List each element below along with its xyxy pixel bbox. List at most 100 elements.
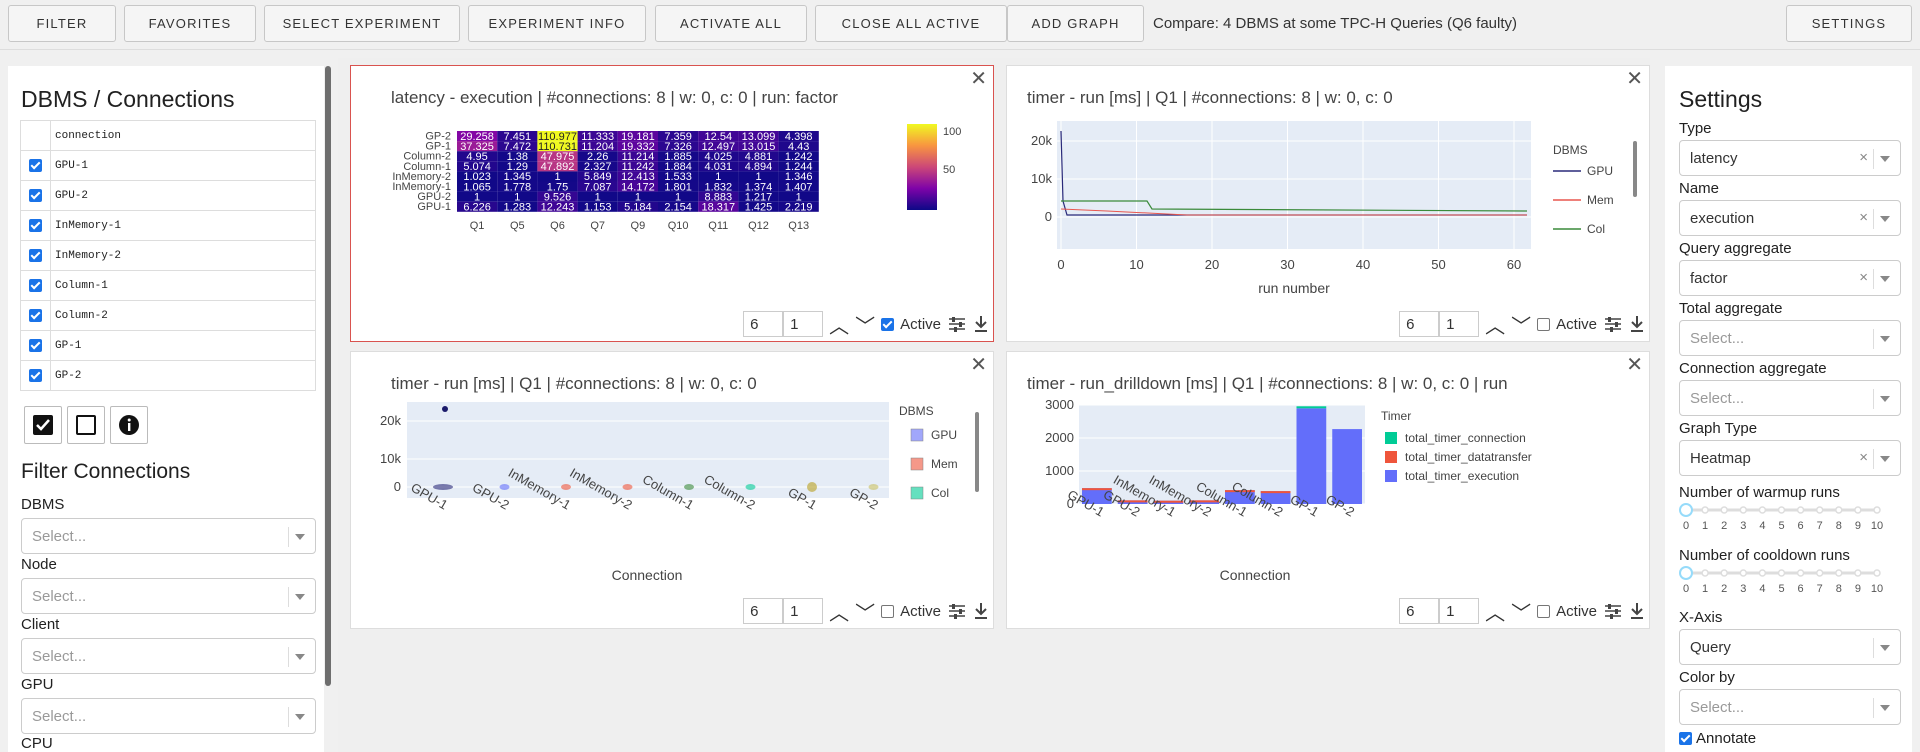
select-experiment-button[interactable]: SELECT EXPERIMENT (264, 5, 460, 42)
graph-panel-heatmap[interactable]: latency - execution | #connections: 8 | … (350, 65, 994, 342)
setting-select[interactable]: factor × (1679, 260, 1901, 296)
connection-name: Column-1 (50, 270, 316, 301)
download-icon[interactable] (973, 315, 989, 333)
graph-height-input[interactable]: 1 (783, 311, 824, 337)
graph-width-input[interactable]: 6 (1399, 311, 1440, 337)
filter-button[interactable]: FILTER (8, 5, 116, 42)
left-panel-scrollbar[interactable] (325, 66, 331, 686)
annotate-checkbox[interactable] (1679, 732, 1692, 745)
node-select[interactable]: Select... (21, 578, 316, 614)
table-row[interactable]: Column-2 (20, 300, 316, 331)
clear-icon[interactable]: × (1859, 209, 1868, 226)
clear-icon[interactable]: × (1859, 269, 1868, 286)
colorby-select[interactable]: Select... (1679, 689, 1901, 725)
info-button[interactable] (110, 406, 148, 444)
gpu-select[interactable]: Select... (21, 698, 316, 734)
heatmap-cell (617, 141, 658, 152)
slider-tick-label: 3 (1740, 520, 1746, 532)
table-row[interactable]: GPU-1 (20, 150, 316, 181)
table-row[interactable]: GPU-2 (20, 180, 316, 211)
heatmap-cell-label: 1.832 (705, 181, 733, 193)
move-up-icon[interactable]: ︿ (829, 602, 850, 625)
graph-height-input[interactable]: 1 (783, 598, 824, 624)
move-up-icon[interactable]: ︿ (1485, 602, 1506, 625)
move-down-icon[interactable]: ﹀ (855, 315, 876, 338)
table-row[interactable]: InMemory-2 (20, 240, 316, 271)
setting-select[interactable]: Heatmap × (1679, 440, 1901, 476)
graph-panel-bar[interactable]: timer - run_drilldown [ms] | Q1 | #conne… (1006, 351, 1650, 629)
close-icon[interactable]: ✕ (1626, 68, 1643, 90)
graph-width-input[interactable]: 6 (743, 598, 784, 624)
heatmap-cell (617, 131, 658, 142)
table-row[interactable]: InMemory-1 (20, 210, 316, 241)
download-icon[interactable] (1629, 602, 1645, 620)
settings-sliders-icon[interactable] (947, 602, 967, 620)
row-checkbox[interactable] (29, 248, 42, 262)
active-checkbox[interactable] (1537, 317, 1551, 331)
active-checkbox[interactable] (1537, 604, 1551, 618)
graph-height-input[interactable]: 1 (1439, 311, 1480, 337)
table-row[interactable]: Column-1 (20, 270, 316, 301)
download-icon[interactable] (1629, 315, 1645, 333)
select-all-button[interactable] (24, 406, 62, 444)
close-icon[interactable]: ✕ (970, 68, 987, 90)
close-icon[interactable]: ✕ (1626, 354, 1643, 376)
slider-tick (1758, 569, 1767, 577)
close-all-active-button[interactable]: CLOSE ALL ACTIVE (815, 5, 1007, 42)
setting-select[interactable]: Select... (1679, 380, 1901, 416)
active-checkbox[interactable] (881, 604, 895, 618)
activate-all-button[interactable]: ACTIVATE ALL (655, 5, 807, 42)
setting-select[interactable]: execution × (1679, 200, 1901, 236)
favorites-button[interactable]: FAVORITES (124, 5, 256, 42)
table-row[interactable]: GP-1 (20, 330, 316, 361)
move-up-icon[interactable]: ︿ (829, 315, 850, 338)
move-down-icon[interactable]: ﹀ (1511, 602, 1532, 625)
row-checkbox[interactable] (29, 188, 42, 202)
setting-select[interactable]: Select... (1679, 320, 1901, 356)
annotate-option[interactable]: Annotate (1679, 730, 1756, 747)
add-graph-button[interactable]: ADD GRAPH (1007, 5, 1144, 42)
warmup-slider[interactable]: 0 1 2 3 4 5 6 7 8 9 10 (1679, 502, 1899, 534)
close-icon[interactable]: ✕ (970, 354, 987, 376)
heatmap-cell (738, 141, 779, 152)
cooldown-slider[interactable]: 0 1 2 3 4 5 6 7 8 9 10 (1679, 565, 1899, 597)
graph-height-input[interactable]: 1 (1439, 598, 1480, 624)
settings-sliders-icon[interactable] (1603, 315, 1623, 333)
filter-connections-heading: Filter Connections (21, 460, 191, 483)
row-checkbox[interactable] (29, 278, 42, 292)
row-checkbox[interactable] (29, 218, 42, 232)
row-checkbox[interactable] (29, 308, 42, 322)
heatmap-cell-label: 5.184 (624, 202, 652, 214)
active-checkbox[interactable] (881, 317, 895, 331)
row-checkbox[interactable] (29, 158, 42, 172)
row-checkbox[interactable] (29, 368, 42, 382)
heatmap-cell-label: 1 (595, 191, 601, 203)
graph-panel-line[interactable]: timer - run [ms] | Q1 | #connections: 8 … (1006, 65, 1650, 342)
chevron-down-icon (1880, 396, 1890, 402)
x-axis-title: run number (1258, 280, 1330, 296)
move-down-icon[interactable]: ﹀ (855, 602, 876, 625)
clear-icon[interactable]: × (1859, 149, 1868, 166)
experiment-info-button[interactable]: EXPERIMENT INFO (468, 5, 646, 42)
graph-width-input[interactable]: 6 (743, 311, 784, 337)
graph-width-input[interactable]: 6 (1399, 598, 1440, 624)
graph-panel-box[interactable]: timer - run [ms] | Q1 | #connections: 8 … (350, 351, 994, 629)
settings-sliders-icon[interactable] (947, 315, 967, 333)
xaxis-select[interactable]: Query (1679, 629, 1901, 665)
checkbox-checked-icon (33, 415, 53, 435)
dbms-select[interactable]: Select... (21, 518, 316, 554)
settings-button[interactable]: SETTINGS (1786, 5, 1912, 42)
row-checkbox[interactable] (29, 338, 42, 352)
deselect-all-button[interactable] (67, 406, 105, 444)
download-icon[interactable] (973, 602, 989, 620)
settings-sliders-icon[interactable] (1603, 602, 1623, 620)
clear-icon[interactable]: × (1859, 449, 1868, 466)
box-mark (433, 484, 453, 490)
setting-select[interactable]: latency × (1679, 140, 1901, 176)
move-down-icon[interactable]: ﹀ (1511, 315, 1532, 338)
client-select[interactable]: Select... (21, 638, 316, 674)
heatmap-cell-label: 7.326 (664, 141, 692, 153)
table-row[interactable]: GP-2 (20, 360, 316, 391)
move-up-icon[interactable]: ︿ (1485, 315, 1506, 338)
heatmap-cell (738, 161, 779, 172)
